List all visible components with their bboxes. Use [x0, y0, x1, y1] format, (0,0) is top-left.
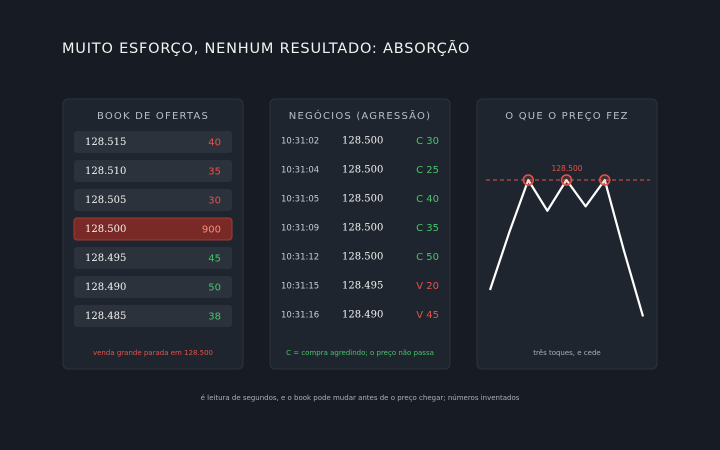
trade-price: 128.500: [342, 136, 383, 147]
touch-marker: [522, 174, 534, 186]
trade-price: 128.500: [342, 165, 383, 176]
trade-price: 128.490: [342, 310, 383, 321]
book-price: 128.490: [85, 282, 126, 293]
trade-aggr: V 20: [416, 281, 439, 292]
level-label: 128.500: [551, 164, 582, 173]
trade-price: 128.500: [342, 223, 383, 234]
panel-note: C = compra agredindo; o preço não passa: [286, 349, 434, 357]
book-qty: 30: [208, 196, 221, 207]
book-row: [74, 131, 232, 153]
trade-time: 10:31:04: [281, 166, 319, 176]
price-line: [488, 178, 645, 317]
chart-panel: [476, 98, 658, 370]
trade-time: 10:31:09: [281, 224, 319, 234]
book-qty: 40: [208, 138, 221, 149]
trade-aggr: C 25: [416, 165, 439, 176]
book-qty: 35: [208, 167, 221, 178]
trade-aggr: C 50: [416, 252, 439, 263]
trade-aggr: C 30: [416, 136, 439, 147]
panel-note: venda grande parada em 128.500: [93, 349, 213, 357]
book-row: [74, 276, 232, 298]
trade-aggr: C 40: [416, 194, 439, 205]
book-row: [74, 305, 232, 327]
book-row: [74, 189, 232, 211]
book-qty: 38: [208, 312, 221, 323]
trade-price: 128.500: [342, 252, 383, 263]
panel-title: NEGÓCIOS (AGRESSÃO): [289, 109, 431, 122]
footer: é leitura de segundos, e o book pode mud…: [201, 394, 520, 402]
panel-title: BOOK DE OFERTAS: [97, 111, 209, 122]
trade-time: 10:31:05: [281, 195, 319, 205]
touch-marker: [599, 174, 611, 186]
book-price: 128.495: [85, 253, 126, 264]
book-qty: 45: [208, 254, 221, 265]
trade-price: 128.500: [342, 194, 383, 205]
book-row: [73, 217, 233, 241]
book-row: [74, 247, 232, 269]
trade-time: 10:31:02: [281, 137, 319, 147]
book-qty: 900: [202, 225, 221, 236]
trade-price: 128.495: [342, 281, 383, 292]
book-price: 128.500: [85, 224, 126, 235]
trade-aggr: V 45: [416, 310, 439, 321]
page-title: MUITO ESFORÇO, NENHUM RESULTADO: ABSORÇÃ…: [62, 40, 470, 57]
trade-time: 10:31:15: [281, 282, 319, 292]
book-price: 128.515: [85, 137, 126, 148]
panel-note: três toques, e cede: [533, 349, 600, 357]
trade-aggr: C 35: [416, 223, 439, 234]
book-qty: 50: [208, 283, 221, 294]
book-price: 128.510: [85, 166, 126, 177]
trade-time: 10:31:16: [281, 311, 319, 321]
trades-panel: [269, 98, 451, 370]
trade-time: 10:31:12: [281, 253, 319, 263]
book-row: [74, 160, 232, 182]
panel-title: O QUE O PREÇO FEZ: [505, 111, 628, 122]
book-price: 128.485: [85, 311, 126, 322]
book-price: 128.505: [85, 195, 126, 206]
touch-marker: [560, 174, 573, 186]
